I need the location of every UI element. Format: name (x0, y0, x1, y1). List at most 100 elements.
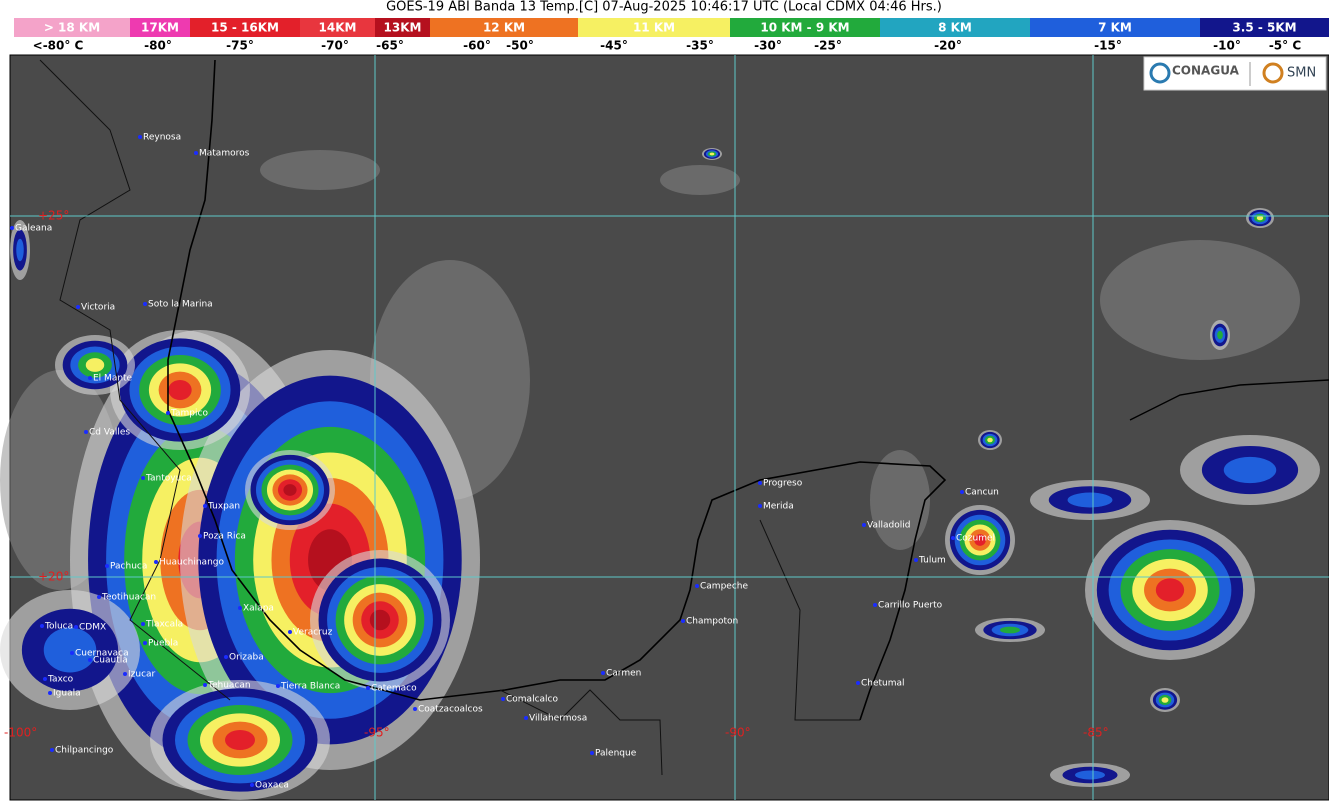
logo-box: CONAGUA SMN (1143, 56, 1327, 91)
city-label: Izucar (128, 670, 156, 680)
city-marker (224, 655, 228, 659)
temperature-label: -50° (506, 39, 534, 53)
city-label: Pachuca (110, 562, 147, 572)
cloud-contour (1223, 456, 1277, 484)
city-label: Toluca (44, 622, 73, 632)
city-marker (695, 584, 699, 588)
legend-label: 10 KM - 9 KM (760, 21, 849, 35)
temperature-label: -30° (754, 39, 782, 53)
city-label: Palenque (595, 749, 637, 759)
city-label: Catemaco (371, 684, 417, 694)
city-marker (366, 686, 370, 690)
temperature-label: -65° (376, 39, 404, 53)
smn-icon (1262, 62, 1284, 84)
city-label: Comalcalco (506, 695, 558, 705)
city-label: Coatzacoalcos (418, 705, 483, 715)
city-label: Galeana (15, 224, 52, 234)
city-marker (203, 504, 207, 508)
cloud-contour (225, 730, 255, 750)
grid-label: +20° (38, 570, 69, 584)
legend-swatch (375, 18, 430, 37)
logo-background (1143, 56, 1327, 91)
temperature-label: -35° (686, 39, 714, 53)
city-label: Carmen (606, 669, 641, 679)
city-label: Victoria (81, 303, 115, 313)
city-marker (10, 226, 14, 230)
cloud-contour (1000, 626, 1020, 634)
cloud-contour (1161, 697, 1169, 703)
map: Reynosa Matamoros Galeana Victoria Soto la M… (0, 54, 1329, 801)
city-marker (143, 302, 147, 306)
city-label: Soto la Marina (148, 300, 213, 310)
city-marker (70, 651, 74, 655)
temperature-label: -5° C (1269, 39, 1302, 53)
city-marker (960, 490, 964, 494)
city-label: Reynosa (143, 133, 181, 143)
grid-label: -100° (4, 726, 37, 740)
temperature-label: -45° (600, 39, 628, 53)
legend-swatch (14, 18, 130, 37)
city-label: Valladolid (867, 521, 910, 531)
city-marker (154, 560, 158, 564)
city-marker (413, 707, 417, 711)
legend-label: > 18 KM (44, 21, 100, 35)
city-label: Tampico (170, 409, 208, 419)
city-label: Tantoyuca (145, 474, 192, 484)
city-marker (873, 603, 877, 607)
cloud-contour (1155, 578, 1185, 602)
city-label: Tehuacan (207, 681, 251, 691)
legend-swatch (880, 18, 1030, 37)
city-marker (88, 658, 92, 662)
city-marker (601, 671, 605, 675)
city-marker (524, 716, 528, 720)
legend: > 18 KM 17KM 15 - 16KM 14KM 13KM 12 KM 11 KM 10… (14, 18, 1329, 53)
cloud-contour (987, 437, 993, 443)
cloud-wisp (1100, 240, 1300, 360)
legend-label: 12 KM (483, 21, 525, 35)
city-marker (97, 595, 101, 599)
cloud-wisp (870, 450, 930, 550)
cloud-contour (85, 358, 105, 372)
city-label: Cuernavaca (75, 649, 129, 659)
city-marker (141, 622, 145, 626)
temperature-label: -80° (144, 39, 172, 53)
city-marker (856, 681, 860, 685)
city-label: Progreso (763, 479, 803, 489)
city-marker (276, 684, 280, 688)
city-label: CDMX (79, 623, 106, 633)
temperature-label: -20° (934, 39, 962, 53)
city-label: Tierra Blanca (280, 682, 340, 692)
city-marker (914, 558, 918, 562)
city-label: Huauchinango (159, 558, 224, 568)
legend-swatch (300, 18, 375, 37)
grid-label: -95° (364, 726, 390, 740)
state-borders (39, 59, 860, 776)
city-marker (138, 135, 142, 139)
cloud-contour (1075, 770, 1105, 780)
coastline (167, 59, 947, 721)
cloud-contour (369, 609, 391, 631)
cloud-contour (16, 238, 24, 262)
cloud-wisp (660, 165, 740, 195)
city-label: Puebla (148, 639, 178, 649)
cloud-contour (709, 152, 715, 156)
city-label: Taxco (47, 675, 74, 685)
city-label: Iguala (53, 689, 81, 699)
city-label: Veracruz (293, 628, 333, 638)
conagua-icon (1149, 62, 1171, 84)
legend-label: 17KM (141, 21, 179, 35)
city-marker (40, 624, 44, 628)
legend-label: 3.5 - 5KM (1232, 21, 1296, 35)
temperature-label: <-80° C (33, 39, 84, 53)
city-marker (166, 411, 170, 415)
map-labels: Reynosa Matamoros Galeana Victoria Soto la M… (4, 133, 1109, 791)
city-marker (288, 630, 292, 634)
legend-label: 7 KM (1098, 21, 1132, 35)
cloud-contour (974, 534, 986, 546)
cloud-wisp (260, 150, 380, 190)
city-label: Orizaba (229, 653, 264, 663)
legend-label: 8 KM (938, 21, 972, 35)
city-label: Poza Rica (203, 532, 246, 542)
cloud-contour (1256, 215, 1264, 221)
